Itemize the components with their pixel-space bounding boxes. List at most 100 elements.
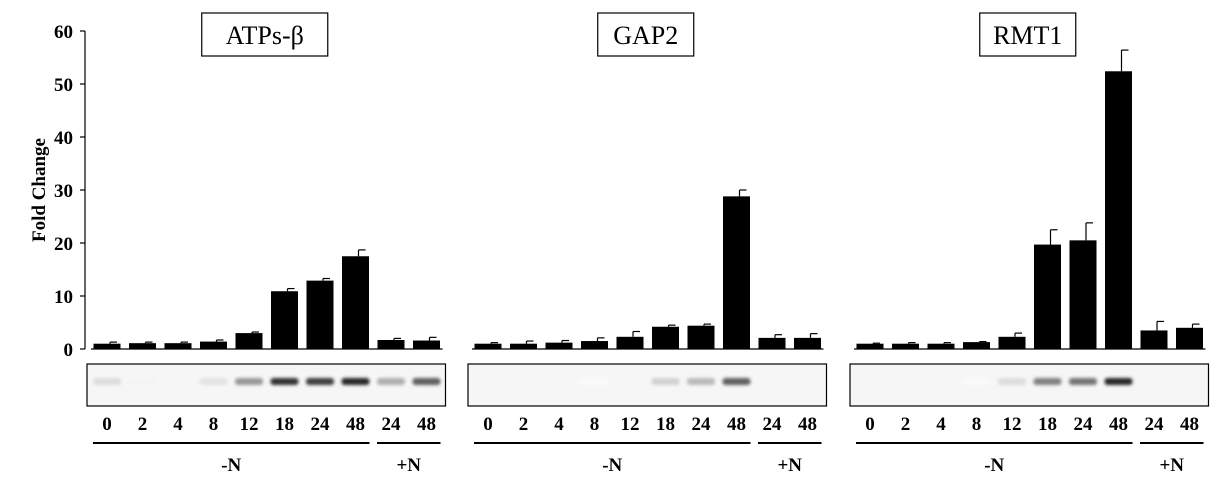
group-label: -N (602, 455, 622, 476)
bar (93, 343, 121, 349)
lane-label: 12 (240, 414, 259, 435)
lane-label: 24 (692, 414, 712, 435)
lane-label: 4 (554, 414, 564, 435)
western-blot (849, 363, 1210, 407)
bar (581, 341, 608, 349)
bar (474, 343, 502, 349)
y-tick-label: 10 (54, 287, 73, 308)
blot-band (580, 378, 609, 385)
blot-band (412, 378, 441, 385)
panel-title: RMT1 (993, 21, 1062, 50)
lane-label: 12 (1003, 414, 1022, 435)
lane-label: 24 (1145, 414, 1165, 435)
group-label: +N (396, 455, 421, 476)
lane-label: 24 (763, 414, 783, 435)
bar (1105, 71, 1132, 349)
bar (794, 337, 821, 349)
lane-label: 24 (1074, 414, 1094, 435)
lane-label: 24 (311, 414, 331, 435)
blot-band (270, 378, 299, 385)
blot-band (235, 378, 263, 385)
bar (998, 336, 1026, 349)
y-tick-label: 30 (54, 181, 73, 202)
blot-band (341, 378, 370, 385)
bar (1140, 330, 1168, 349)
blot-band (1033, 378, 1062, 385)
bar (510, 343, 537, 349)
bar (413, 340, 440, 349)
group-label: -N (984, 455, 1004, 476)
bar (377, 339, 405, 349)
blot-band (199, 378, 228, 385)
lane-label: 48 (798, 414, 817, 435)
lane-label: 8 (209, 414, 219, 435)
lane-label: 48 (1180, 414, 1199, 435)
lane-label: 18 (275, 414, 294, 435)
blot-band (93, 378, 121, 385)
y-tick-label: 40 (54, 128, 73, 149)
lane-label: 0 (865, 414, 875, 435)
bar (271, 291, 298, 349)
bar (927, 343, 955, 349)
lane-label: 2 (138, 414, 148, 435)
panel-title-box (201, 12, 329, 57)
bar (1069, 240, 1097, 349)
bar (200, 341, 227, 349)
blot-band (687, 378, 715, 385)
bar (963, 342, 990, 349)
lane-label: 0 (102, 414, 112, 435)
y-axis-label: Fold Change (29, 138, 50, 242)
blot-band (128, 378, 157, 385)
bar (616, 336, 644, 349)
lane-label: 8 (972, 414, 982, 435)
lane-label: 24 (382, 414, 402, 435)
y-tick-label: 0 (64, 340, 74, 361)
group-label: +N (1159, 455, 1184, 476)
lane-label: 48 (1109, 414, 1128, 435)
bar (652, 326, 679, 349)
blot-band (1069, 378, 1097, 385)
y-tick-label: 20 (54, 234, 73, 255)
blot-band (164, 378, 192, 385)
bar (306, 280, 334, 349)
blot-frame (467, 363, 828, 407)
group-label: -N (221, 455, 241, 476)
lane-label: 0 (483, 414, 493, 435)
blot-frame (849, 363, 1210, 407)
bar (892, 343, 919, 349)
bar (758, 337, 786, 349)
lane-label: 4 (173, 414, 183, 435)
panel-title-box (597, 12, 695, 57)
lane-label: 8 (590, 414, 600, 435)
y-axis: 0 10 20 30 40 50 60 (54, 22, 86, 361)
panel-title-box (979, 12, 1077, 57)
blot-band (722, 378, 751, 385)
y-tick-label: 50 (54, 75, 73, 96)
bar (1176, 327, 1203, 349)
lane-label: 12 (621, 414, 640, 435)
panel-title: ATPs-β (226, 21, 304, 50)
lane-label: 18 (1038, 414, 1057, 435)
bar (856, 343, 884, 349)
blot-band (616, 378, 644, 385)
lane-label: 48 (727, 414, 746, 435)
blot-band (962, 378, 991, 385)
group-label: +N (777, 455, 802, 476)
blot-band (651, 378, 680, 385)
blot-band (1104, 378, 1133, 385)
bar (1034, 244, 1061, 349)
blot-band (998, 378, 1026, 385)
western-blot (86, 363, 447, 407)
lane-label: 48 (346, 414, 365, 435)
y-tick-label: 60 (54, 22, 73, 43)
lane-label: 2 (901, 414, 911, 435)
lane-label: 4 (936, 414, 946, 435)
bar (164, 343, 192, 349)
bar (545, 342, 573, 349)
bar (723, 196, 750, 349)
lane-label: 2 (519, 414, 529, 435)
